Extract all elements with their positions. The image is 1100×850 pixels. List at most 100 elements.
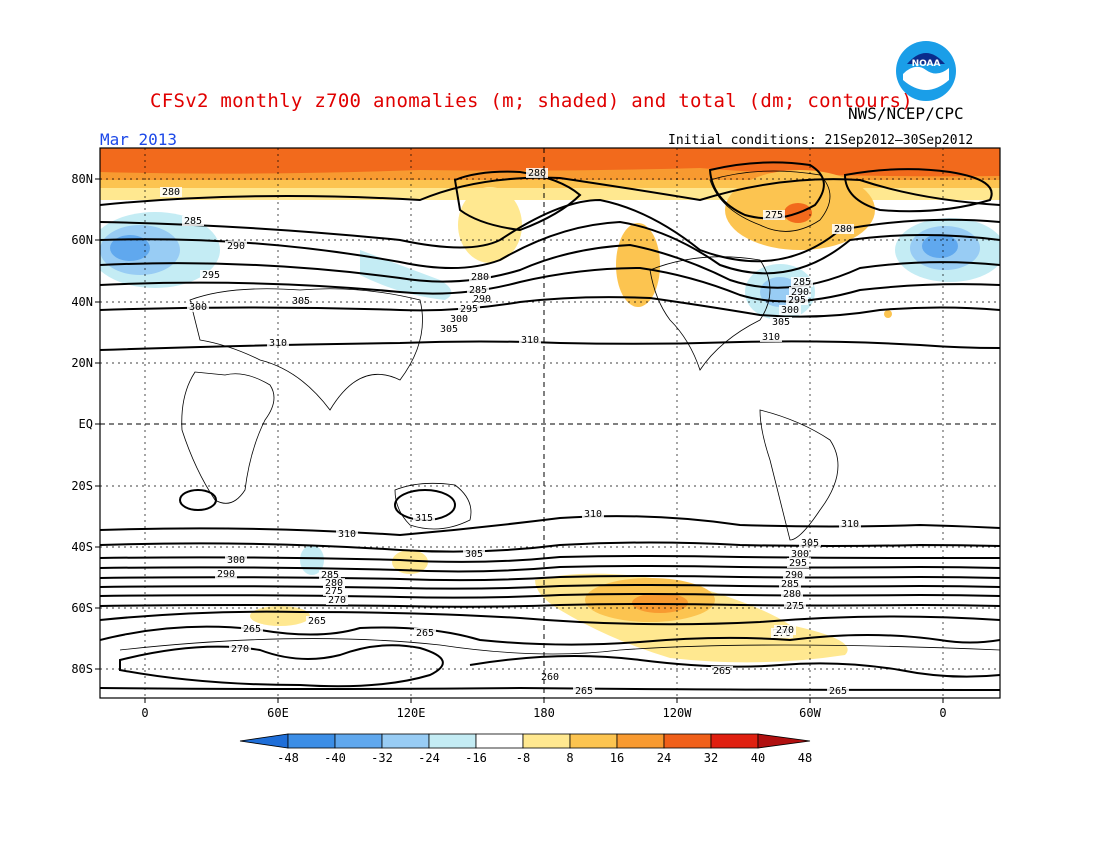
contour-label-bg [225,241,247,251]
contour-label-bg [467,285,489,295]
x-tick-label: 60W [799,706,821,720]
contour-n-300 [100,266,1000,303]
contour-label: 300 [227,555,245,566]
colorbar-segment [381,733,430,749]
contour-label-bg [781,589,803,599]
contour-label-bg [290,296,312,306]
contour-label: 290 [227,241,245,252]
colorbar-label: -48 [277,751,299,765]
contour-label-bg [519,335,541,345]
coast-eurasia-south [189,288,423,411]
contour-label: 285 [793,277,811,288]
contour-n-280 [100,176,1000,206]
contour-label-bg [789,287,811,297]
initial-conditions: Initial conditions: 21Sep2012–30Sep2012 [668,133,974,148]
contour-label-bg [182,216,204,226]
major-grid [100,148,1000,698]
contour-label-bg [469,272,491,282]
contour-label: 280 [162,187,180,198]
shade-europe-cold3 [110,235,150,261]
contour-label: 290 [785,570,803,581]
contour-label-bg [225,555,247,565]
coast-north-america [649,256,771,371]
y-tick-label: 40N [71,295,93,309]
contour-label-bg [323,586,345,596]
contour-label: 270 [776,625,794,636]
contour-s-270-closed [119,644,444,688]
contour-label-bg [779,579,801,589]
contour-bering-closed [453,170,582,232]
contour-label-bg [774,625,796,635]
contour-label: 265 [575,686,593,697]
contour-label: 265 [713,666,731,677]
contour-label: 285 [321,570,339,581]
contour-label-bg [413,513,435,523]
contour-label-bg [573,686,595,696]
colorbar-segment [522,733,571,749]
contour-label: 300 [791,549,809,560]
contour-label-bg [784,601,806,611]
contour-s-280 [100,593,1000,599]
contour-label-bg [200,270,222,280]
colorbar-label: 8 [566,751,573,765]
contour-label-bg [711,666,733,676]
contour-label: 265 [308,616,326,627]
contour-label: 300 [781,305,799,316]
contour-label: 290 [791,287,809,298]
contour-label-bg [827,686,849,696]
agency-label: NWS/NCEP/CPC [848,104,964,123]
contour-label-bg [463,549,485,559]
contour-label: 285 [184,216,202,227]
contour-label-bg [779,305,801,315]
colorbar-segment [334,733,383,749]
contour-label: 305 [801,538,819,549]
contour-labels: 2802802852902953003053102802852902953003… [160,168,861,697]
contour-label: 295 [788,295,806,306]
contour-label-bg [787,558,809,568]
contour-s-270 [100,610,1000,626]
colorbar-label: 40 [751,751,765,765]
colorbar-label: 32 [704,751,718,765]
contour-label: 280 [834,224,852,235]
y-tick-label: 60S [71,601,93,615]
contour-s-265b [469,655,1000,678]
colorbar-segment [287,733,336,749]
colorbar-segment [475,733,524,749]
contour-label: 310 [521,335,539,346]
contour-label: 295 [202,270,220,281]
shade-scand-cold3 [922,234,958,258]
contour-label-bg [763,210,785,220]
contour-label-bg [187,302,209,312]
contour-label-bg [458,304,480,314]
contour-label: 310 [269,338,287,349]
contour-label: 260 [541,672,559,683]
contour-label: 285 [781,579,799,590]
contour-label-bg [336,529,358,539]
noaa-logo: NOAA [896,41,956,101]
contour-label: 300 [450,314,468,325]
contour-label: 280 [471,272,489,283]
colorbar-label: -8 [516,751,530,765]
y-tick-label: 40S [71,540,93,554]
x-tick-label: 180 [533,706,555,720]
colorbar-segment [710,733,759,749]
colorbar-arrow-left [239,733,289,749]
contour-label: 300 [189,302,207,313]
contour-label-bg [319,570,341,580]
coastlines [119,170,1000,655]
y-tick-label: 20S [71,479,93,493]
x-tick-label: 60E [267,706,289,720]
colorbar: -48 -40 -32 -24 -16 -8 8 16 24 32 40 48 [239,733,812,765]
contour-label-bg [241,624,263,634]
shade-alaska [616,223,660,307]
colorbar-label: 48 [798,751,812,765]
noaa-logo-wave [903,66,949,90]
contour-label: 280 [528,168,546,179]
contour-label: 295 [789,558,807,569]
contour-label: 265 [243,624,261,635]
contour-label: 310 [841,519,859,530]
colorbar-segment [428,733,477,749]
colorbar-label: -32 [371,751,393,765]
y-axis: 80N 60N 40N 20N EQ 20S 40S 60S 80S [71,172,100,676]
